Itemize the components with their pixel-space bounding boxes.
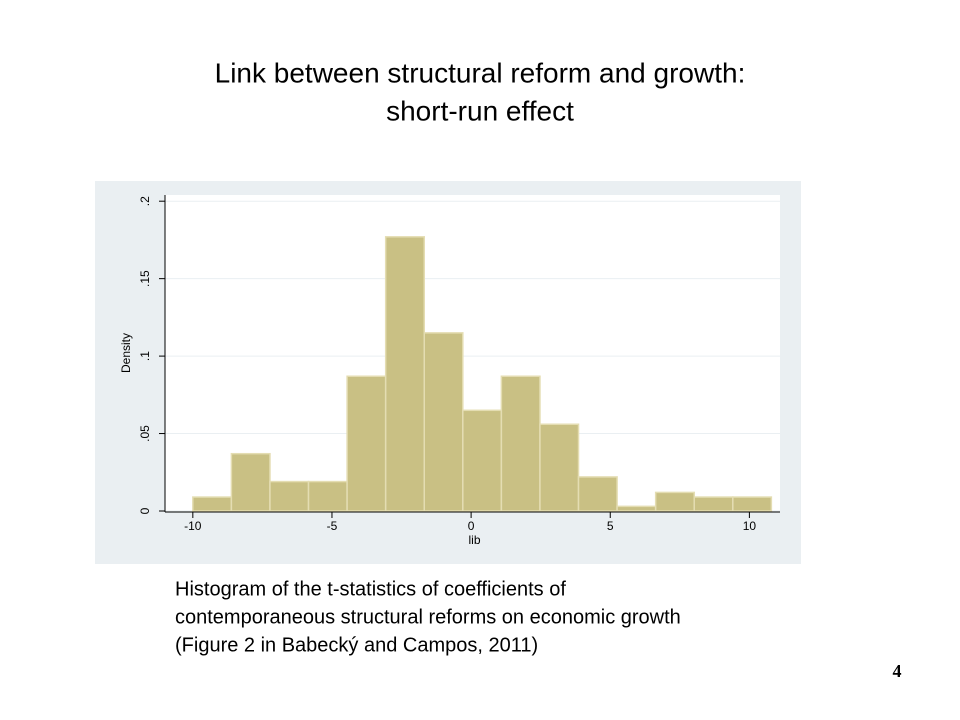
bar	[732, 496, 773, 512]
bar	[539, 423, 580, 512]
y-tick-label: .15	[138, 270, 152, 287]
slide-title: Link between structural reform and growt…	[215, 57, 746, 88]
bar	[577, 476, 618, 512]
y-tick-label: .2	[138, 196, 152, 206]
bar	[307, 480, 348, 512]
bar	[346, 375, 387, 512]
x-tick-label: -5	[327, 519, 338, 533]
bar	[192, 496, 233, 512]
bar	[616, 505, 657, 512]
page-number: 4	[893, 661, 902, 681]
x-tick-label: 10	[743, 519, 757, 533]
bar	[384, 236, 425, 512]
caption: (Figure 2 in Babecký and Campos, 2011)	[175, 634, 538, 656]
bar	[230, 452, 271, 512]
y-tick-label: 0	[138, 507, 152, 514]
caption: Histogram of the t-statistics of coeffic…	[175, 578, 566, 600]
slide-title: short-run effect	[386, 95, 574, 126]
x-axis-label: lib	[468, 533, 480, 547]
bar	[693, 496, 734, 512]
bar	[423, 332, 464, 512]
x-tick-label: 5	[607, 519, 614, 533]
y-axis-label: Density	[119, 333, 133, 373]
bar	[500, 375, 541, 512]
bar	[462, 409, 503, 512]
caption: contemporaneous structural reforms on ec…	[175, 606, 681, 628]
x-tick-label: 0	[468, 519, 475, 533]
bar	[269, 480, 310, 512]
y-tick-label: .05	[138, 425, 152, 442]
bar	[654, 491, 695, 512]
y-tick-label: .1	[138, 351, 152, 361]
x-tick-label: -10	[184, 519, 202, 533]
chart: 0 .05 .1 .15 .2 -10 -5 0 5 10 lib Density	[119, 195, 780, 547]
